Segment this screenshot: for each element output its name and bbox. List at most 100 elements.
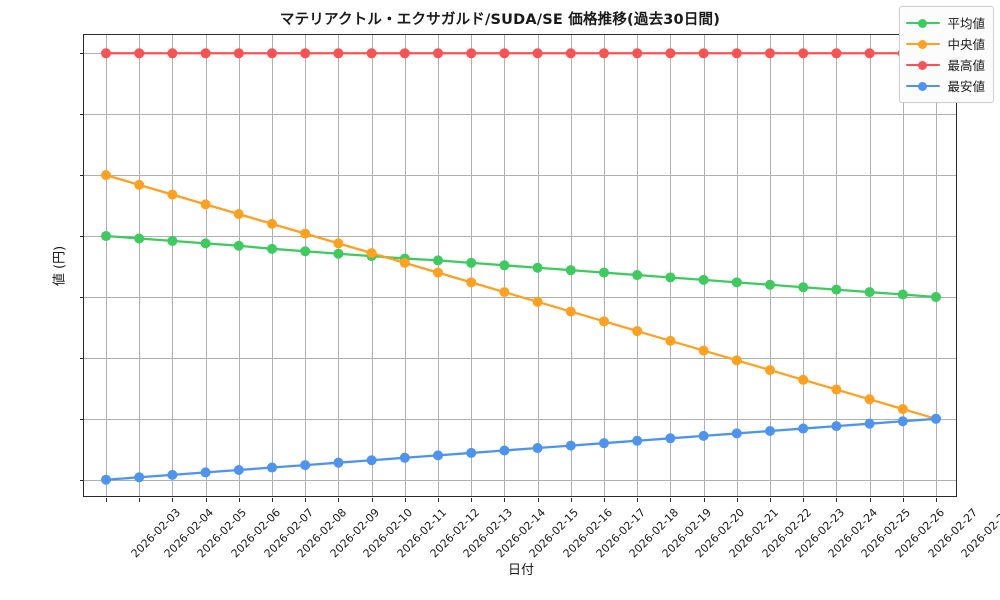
data-point <box>565 440 576 451</box>
x-axis-tick-mark <box>604 498 605 502</box>
data-point <box>300 48 311 59</box>
legend-item-最高値[interactable]: 最高値 <box>906 54 985 75</box>
x-axis-tick-mark <box>371 498 373 502</box>
data-point <box>565 265 576 276</box>
data-point <box>333 238 344 249</box>
x-axis-tick-mark <box>869 498 871 502</box>
x-axis-tick-mark <box>106 498 107 502</box>
data-point <box>466 257 477 268</box>
gridline-vertical <box>869 35 871 496</box>
legend-swatch-icon <box>906 80 941 92</box>
gridline-vertical <box>238 35 240 496</box>
gridline-horizontal <box>84 418 956 420</box>
legend-label: 最安値 <box>947 79 985 94</box>
series-line <box>104 234 938 299</box>
data-point <box>433 255 443 266</box>
legend-item-平均値[interactable]: 平均値 <box>906 12 985 33</box>
legend-label: 中央値 <box>947 37 985 52</box>
plot-area: 110120130140150160170180 2026-02-032026-… <box>53 34 1000 578</box>
y-axis-tick-mark <box>80 236 84 238</box>
series-平均値 <box>101 231 941 302</box>
data-point <box>267 48 277 59</box>
gridline-vertical <box>272 35 273 496</box>
legend-item-中央値[interactable]: 中央値 <box>906 33 985 54</box>
data-point <box>798 48 809 59</box>
x-axis-tick-mark <box>703 498 705 502</box>
gridline-vertical <box>736 35 738 496</box>
x-axis-tick-mark <box>836 498 838 502</box>
data-point <box>731 48 742 59</box>
x-axis-tick-mark <box>238 498 240 502</box>
data-point <box>864 394 875 405</box>
legend-item-最安値[interactable]: 最安値 <box>906 75 985 96</box>
data-point <box>765 279 775 290</box>
gridline-horizontal <box>84 114 956 116</box>
data-point <box>466 277 477 288</box>
data-point <box>101 231 111 242</box>
data-point <box>798 374 809 385</box>
data-point <box>466 447 477 458</box>
series-line <box>104 173 938 420</box>
data-point <box>765 365 775 376</box>
data-point <box>665 335 676 346</box>
x-axis-tick-mark <box>404 498 406 502</box>
gridline-horizontal <box>84 236 956 238</box>
data-point <box>632 48 643 59</box>
gridline-vertical <box>106 35 107 496</box>
gridline-vertical <box>305 35 307 496</box>
gridline-vertical <box>770 35 771 496</box>
data-point <box>167 469 178 480</box>
data-point <box>300 460 311 471</box>
data-point <box>599 48 609 59</box>
x-axis-tick-mark <box>305 498 307 502</box>
gridline-horizontal <box>84 479 956 481</box>
data-point <box>831 421 842 432</box>
data-point <box>433 267 443 278</box>
data-point <box>366 248 377 259</box>
data-point <box>267 462 277 473</box>
x-axis-tick-mark <box>936 498 937 502</box>
data-point <box>267 218 277 229</box>
data-point <box>499 48 510 59</box>
data-point <box>366 48 377 59</box>
x-axis-tick-mark <box>803 498 805 502</box>
data-point <box>698 48 709 59</box>
data-point <box>831 48 842 59</box>
chart-legend: 平均値中央値最高値最安値 <box>899 6 994 103</box>
gridline-vertical <box>438 35 439 496</box>
gridline-vertical <box>371 35 373 496</box>
gridline-vertical <box>172 35 174 496</box>
data-point <box>499 445 510 456</box>
x-axis-tick-mark <box>139 498 141 502</box>
x-axis-tick-mark <box>570 498 572 502</box>
data-point <box>200 467 211 478</box>
y-axis-tick-mark <box>80 175 84 177</box>
y-axis-tick-mark <box>80 296 84 298</box>
legend-label: 最高値 <box>947 58 985 73</box>
data-point <box>864 287 875 298</box>
data-point <box>831 384 842 395</box>
data-point <box>200 238 211 249</box>
data-point <box>167 189 178 200</box>
data-point <box>399 48 410 59</box>
data-point <box>233 209 244 220</box>
data-point <box>532 443 543 454</box>
y-axis-tick-mark <box>80 114 84 116</box>
gridline-vertical <box>836 35 838 496</box>
gridline-vertical <box>703 35 705 496</box>
data-point <box>532 296 543 307</box>
data-point <box>366 455 377 466</box>
x-axis-tick-mark <box>902 498 904 502</box>
legend-swatch-icon <box>906 38 941 50</box>
data-point <box>765 425 775 436</box>
x-axis-tick-mark <box>172 498 174 502</box>
data-point <box>565 48 576 59</box>
x-axis-tick-mark <box>670 498 672 502</box>
data-point <box>433 48 443 59</box>
data-point <box>532 262 543 273</box>
gridline-horizontal <box>84 357 956 359</box>
x-axis-tick-mark <box>637 498 639 502</box>
data-point <box>731 277 742 288</box>
data-point <box>466 48 477 59</box>
